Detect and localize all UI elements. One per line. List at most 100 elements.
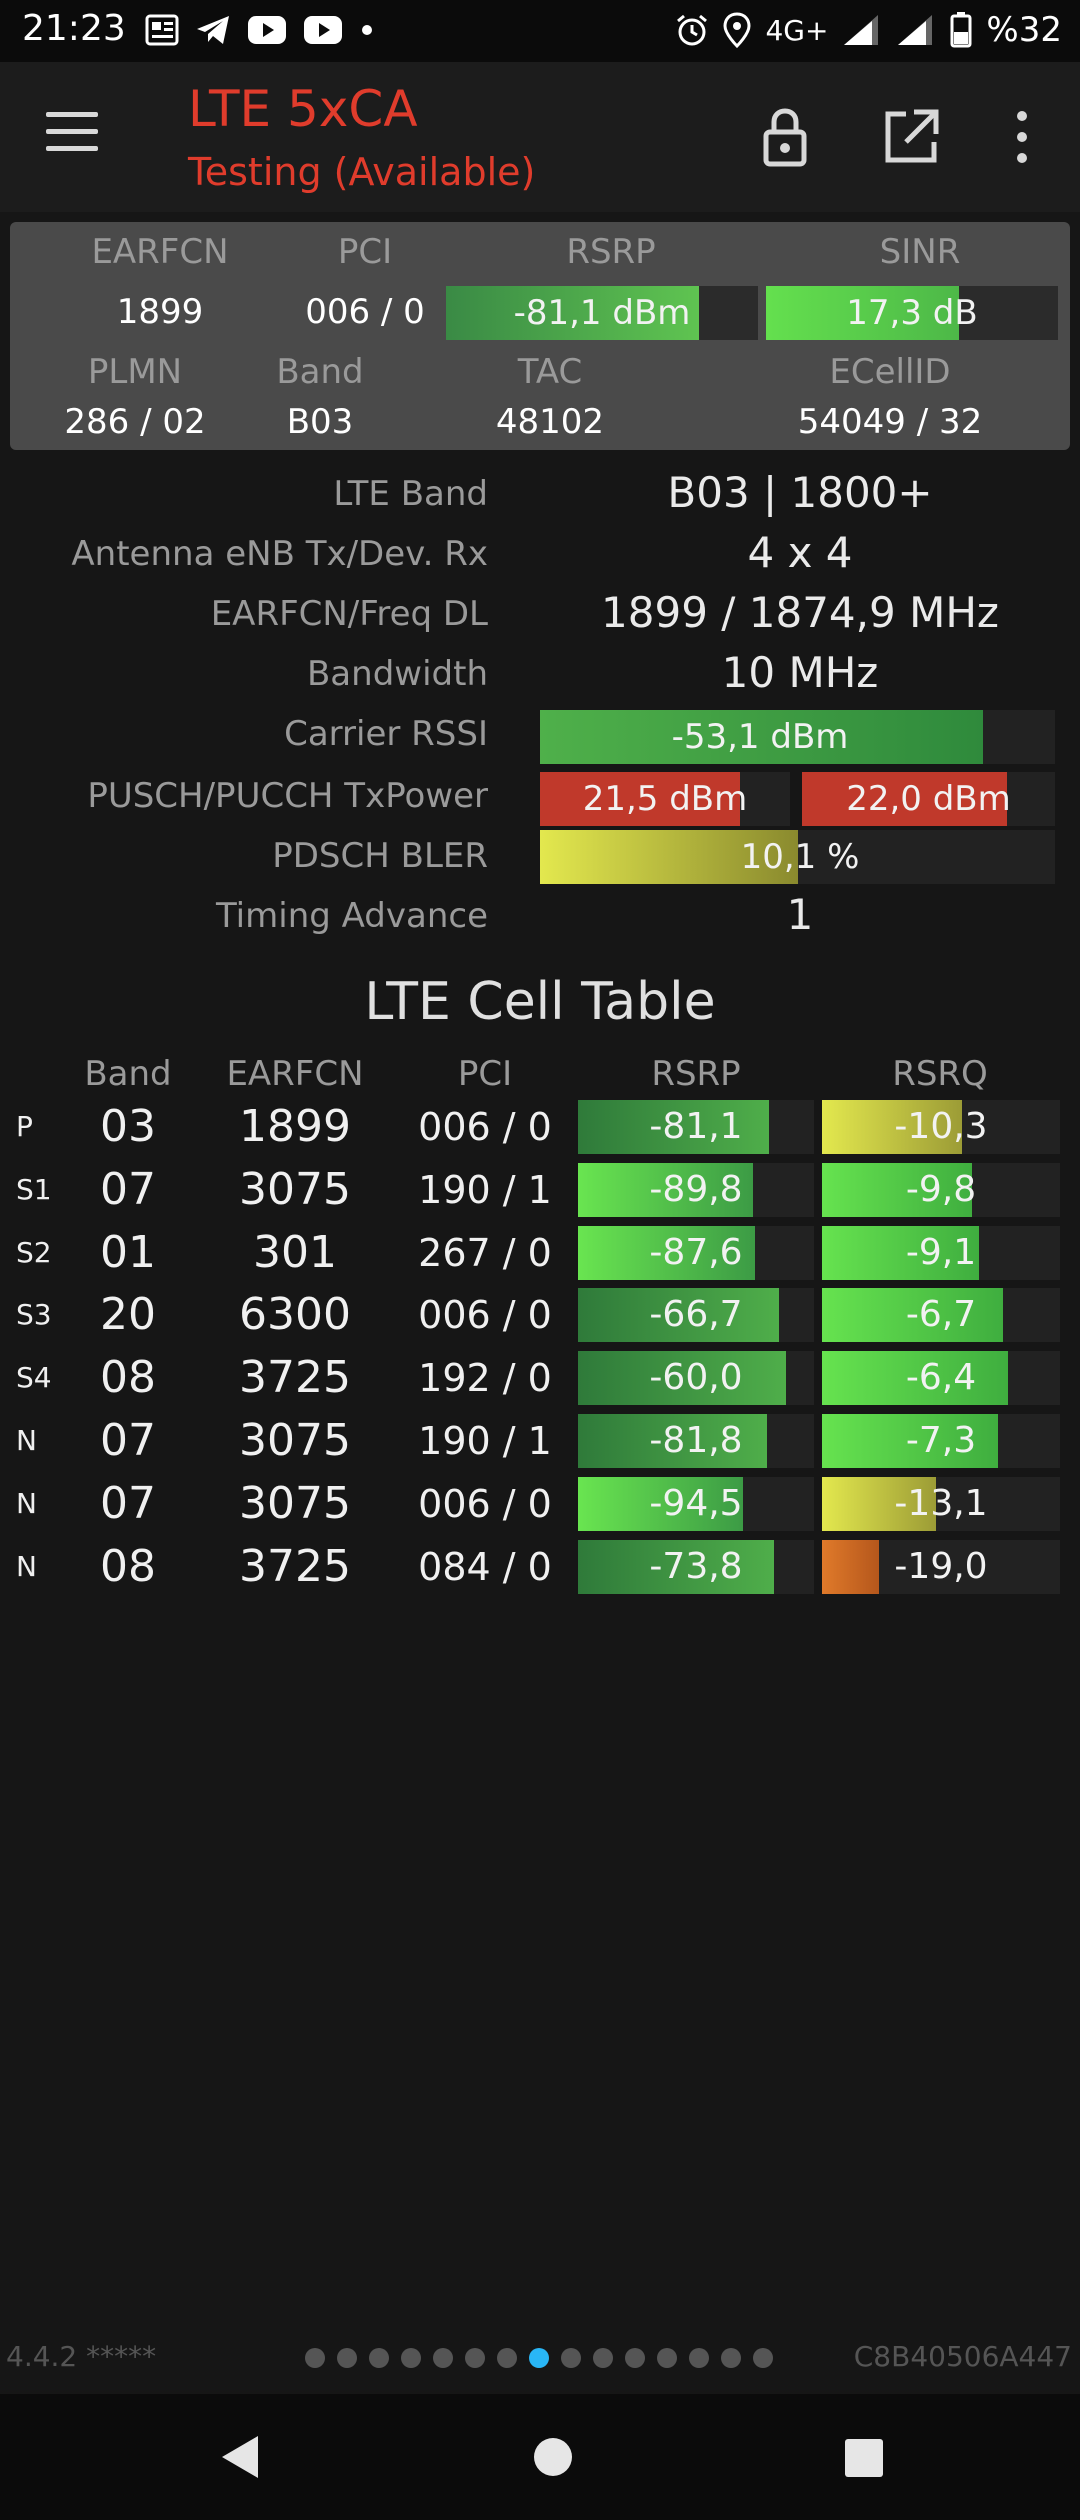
cell-band: 01 <box>100 1226 156 1278</box>
cell-rsrp: -81,8 <box>649 1420 743 1461</box>
cell-rsrq-fill <box>822 1351 1008 1406</box>
table-row: S3 20 6300 006 / 0 -66,7 -6,7 <box>0 1284 1080 1346</box>
page-dot-active[interactable] <box>529 2348 549 2368</box>
page-dot[interactable] <box>721 2348 741 2368</box>
table-row: N 08 3725 084 / 0 -73,8 -19,0 <box>0 1536 1080 1598</box>
cell-rsrp: -60,0 <box>649 1357 743 1399</box>
cell-band: 07 <box>100 1477 156 1529</box>
rssi-value: -53,1 dBm <box>671 717 849 757</box>
bler-bar: 10,1 % <box>540 830 1055 884</box>
cell-earfcn: 3725 <box>239 1352 351 1404</box>
ta-label: Timing Advance <box>215 896 488 936</box>
cell-rsrq: -13,1 <box>894 1482 988 1524</box>
cell-rsrq: -9,1 <box>905 1231 977 1273</box>
cell-rsrp-fill <box>578 1100 770 1154</box>
cell-pci: 006 / 0 <box>418 1105 552 1149</box>
cell-pci: 006 / 0 <box>418 1481 552 1526</box>
freq-label: EARFCN/Freq DL <box>210 594 488 634</box>
page-dot[interactable] <box>433 2348 453 2368</box>
cell-rsrp-bar: -60,0 <box>578 1351 814 1406</box>
ecellid-label: ECellID <box>829 352 951 392</box>
cell-earfcn: 6300 <box>239 1289 351 1341</box>
cell-rsrp-fill <box>578 1162 753 1217</box>
back-icon[interactable] <box>218 2434 262 2480</box>
cell-rsrq: -19,0 <box>894 1545 988 1587</box>
cell-rsrp-fill <box>578 1351 786 1406</box>
cell-rsrp: -87,6 <box>649 1231 743 1273</box>
cell-rsrp-fill <box>578 1225 755 1280</box>
cell-pci: 190 / 1 <box>418 1167 552 1212</box>
plmn-value: 286 / 02 <box>64 402 206 442</box>
cell-rsrq-fill <box>822 1162 972 1217</box>
col-rsrq: RSRQ <box>892 1054 988 1094</box>
cell-rsrp: -94,5 <box>649 1482 743 1524</box>
cell-band: 08 <box>100 1352 156 1404</box>
cell-type: P <box>16 1110 33 1143</box>
cell-rsrq-bar: -19,0 <box>822 1539 1060 1594</box>
home-icon[interactable] <box>532 2436 574 2478</box>
earfcn-value: 1899 <box>116 292 204 332</box>
col-earfcn: EARFCN <box>226 1054 364 1094</box>
table-row: S1 07 3075 190 / 1 -89,8 -9,8 <box>0 1159 1080 1221</box>
cell-pci: 006 / 0 <box>418 1293 552 1338</box>
freq-value: 1899 / 1874,9 MHz <box>601 588 999 637</box>
status-bar: 21:23 4G+ %32 <box>0 0 1080 62</box>
page-dot[interactable] <box>593 2348 613 2368</box>
page-indicator[interactable] <box>305 2348 773 2368</box>
menu-icon[interactable] <box>46 112 98 154</box>
cell-rsrq-bar: -13,1 <box>822 1476 1060 1531</box>
cell-type: S3 <box>16 1298 52 1332</box>
band-label: Band <box>276 352 364 392</box>
cell-rsrp-bar: -73,8 <box>578 1539 814 1594</box>
cell-rsrp-bar: -87,6 <box>578 1225 814 1280</box>
page-dot[interactable] <box>337 2348 357 2368</box>
page-dot[interactable] <box>561 2348 581 2368</box>
tac-label: TAC <box>517 352 583 392</box>
cell-rsrq-bar: -7,3 <box>822 1414 1060 1468</box>
status-time: 21:23 <box>22 8 126 49</box>
page-dot[interactable] <box>305 2348 325 2368</box>
cell-earfcn: 3075 <box>239 1415 351 1466</box>
cell-rsrq-bar: -9,1 <box>822 1225 1060 1280</box>
more-vert-icon[interactable] <box>990 102 1060 172</box>
cell-pci: 190 / 1 <box>418 1419 552 1463</box>
cell-earfcn: 1899 <box>239 1101 351 1152</box>
cell-earfcn: 301 <box>253 1226 337 1278</box>
col-band: Band <box>84 1054 172 1094</box>
page-dot[interactable] <box>465 2348 485 2368</box>
cell-rsrq: -7,3 <box>905 1420 977 1461</box>
recents-icon[interactable] <box>844 2438 884 2478</box>
page-dot[interactable] <box>369 2348 389 2368</box>
cell-type: N <box>16 1424 37 1457</box>
app-title: LTE 5xCA <box>188 80 418 138</box>
app-subtitle: Testing (Available) <box>188 150 536 194</box>
cell-type: N <box>16 1549 37 1583</box>
page-dot[interactable] <box>625 2348 645 2368</box>
page-dot[interactable] <box>401 2348 421 2368</box>
page-dot[interactable] <box>689 2348 709 2368</box>
bandwidth-label: Bandwidth <box>306 654 488 694</box>
open-external-icon[interactable] <box>876 102 946 172</box>
bandwidth-value: 10 MHz <box>721 648 879 697</box>
page-dot[interactable] <box>657 2348 677 2368</box>
app-version: 4.4.2 ***** <box>6 2340 157 2373</box>
network-type: 4G+ <box>765 13 829 47</box>
cell-rsrp-bar: -81,8 <box>578 1414 814 1468</box>
cell-type: N <box>16 1486 37 1520</box>
ecellid-value: 54049 / 32 <box>797 402 983 442</box>
signal-icon <box>898 15 933 45</box>
cell-pci: 084 / 0 <box>418 1544 552 1589</box>
cell-band: 03 <box>100 1101 156 1152</box>
cell-type: S2 <box>16 1235 52 1269</box>
cell-earfcn: 3075 <box>239 1477 351 1529</box>
cell-band: 08 <box>100 1540 156 1592</box>
lock-icon[interactable] <box>750 102 820 172</box>
page-dot[interactable] <box>753 2348 773 2368</box>
rsrp-value: -81,1 dBm <box>513 293 691 333</box>
page-dot[interactable] <box>497 2348 517 2368</box>
cell-rsrp: -89,8 <box>649 1168 743 1210</box>
band-value: B03 <box>286 402 354 442</box>
cell-rsrp: -66,7 <box>649 1294 743 1336</box>
pusch-bar: 21,5 dBm <box>540 772 790 826</box>
cell-rsrq: -9,8 <box>905 1168 977 1210</box>
